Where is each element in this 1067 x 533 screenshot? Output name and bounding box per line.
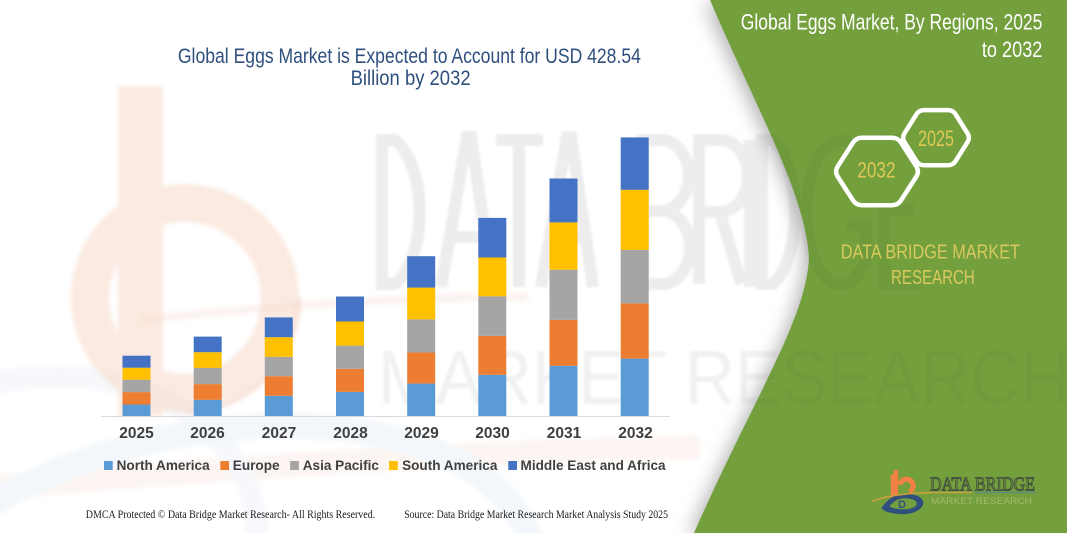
svg-text:Source: Data Bridge Market Res: Source: Data Bridge Market Research Mark… [404, 507, 668, 521]
svg-text:D: D [898, 499, 906, 511]
svg-text:to 2032: to 2032 [982, 37, 1043, 62]
svg-text:DMCA Protected © Data Bridge M: DMCA Protected © Data Bridge Market Rese… [86, 507, 375, 521]
svg-text:Billion by 2032: Billion by 2032 [351, 67, 471, 90]
svg-text:Global Eggs Market, By Regions: Global Eggs Market, By Regions, 2025 [741, 10, 1043, 35]
svg-text:DATA BRIDGE MARKET: DATA BRIDGE MARKET [841, 242, 1020, 264]
svg-text:2025: 2025 [918, 126, 954, 151]
svg-text:MARKET RESEARCH: MARKET RESEARCH [931, 496, 1032, 506]
svg-text:Global Eggs Market is Expected: Global Eggs Market is Expected to Accoun… [178, 45, 641, 68]
svg-text:RESEARCH: RESEARCH [891, 267, 975, 289]
svg-text:DATA BRIDGE: DATA BRIDGE [930, 473, 1035, 495]
svg-text:2032: 2032 [857, 158, 895, 183]
